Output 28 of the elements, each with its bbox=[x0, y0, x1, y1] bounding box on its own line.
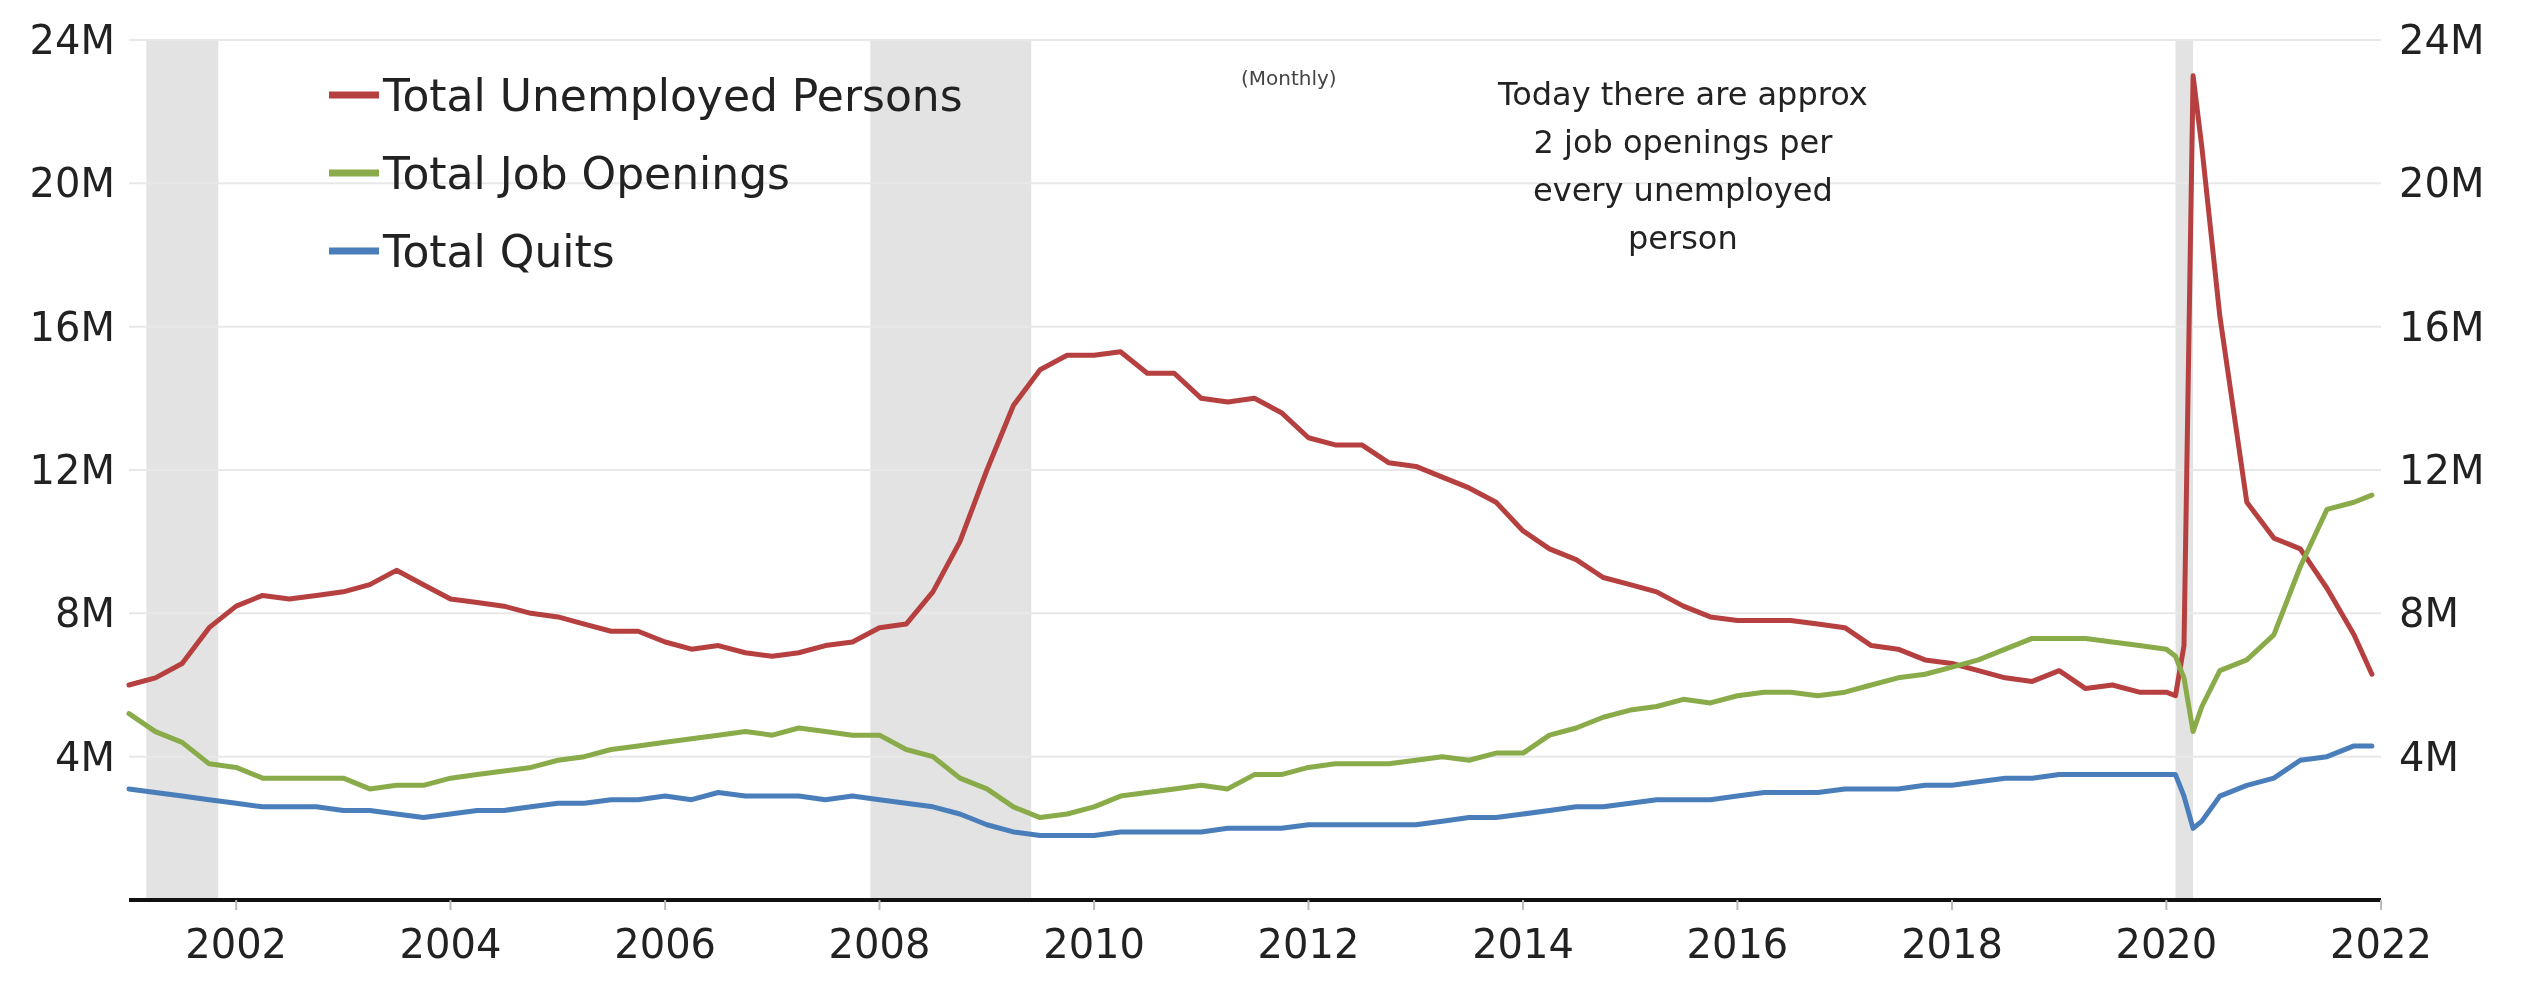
x-tick-label: 2020 bbox=[2115, 921, 2218, 967]
y2-tick-label: 8M bbox=[2399, 590, 2459, 637]
x-tick-label: 2022 bbox=[2330, 921, 2432, 967]
x-tick-label: 2018 bbox=[1901, 921, 2003, 967]
x-tick-label: 2010 bbox=[1043, 921, 1145, 967]
y-tick-label: 24M bbox=[29, 17, 115, 63]
x-tick-label: 2012 bbox=[1257, 921, 1360, 967]
x-tick-label: 2014 bbox=[1472, 921, 1574, 967]
legend-label: Total Quits bbox=[382, 226, 615, 277]
annotation: (Monthly) bbox=[1240, 66, 1337, 90]
y-tick-label: 12M bbox=[29, 447, 115, 493]
x-tick-label: 2008 bbox=[828, 921, 931, 967]
y2-tick-label: 20M bbox=[2399, 160, 2485, 207]
x-tick-label: 2016 bbox=[1686, 921, 1789, 967]
y2-tick-label: 24M bbox=[2399, 17, 2485, 63]
x-tick-label: 2002 bbox=[185, 921, 288, 967]
y-tick-label: 8M bbox=[55, 590, 115, 637]
legend-label: Total Job Openings bbox=[382, 148, 791, 199]
x-tick-label: 2006 bbox=[614, 921, 717, 967]
y2-tick-label: 16M bbox=[2399, 303, 2485, 350]
y-tick-label: 4M bbox=[55, 733, 115, 780]
y-tick-label: 16M bbox=[29, 303, 115, 350]
y-tick-label: 20M bbox=[29, 160, 115, 207]
annotation: Today there are approx 2 job openings per every unemployed person bbox=[1497, 75, 1868, 257]
legend-label: Total Unemployed Persons bbox=[382, 70, 963, 121]
y2-tick-label: 4M bbox=[2399, 733, 2459, 780]
x-tick-label: 2004 bbox=[399, 921, 502, 967]
y2-tick-label: 12M bbox=[2399, 447, 2485, 493]
